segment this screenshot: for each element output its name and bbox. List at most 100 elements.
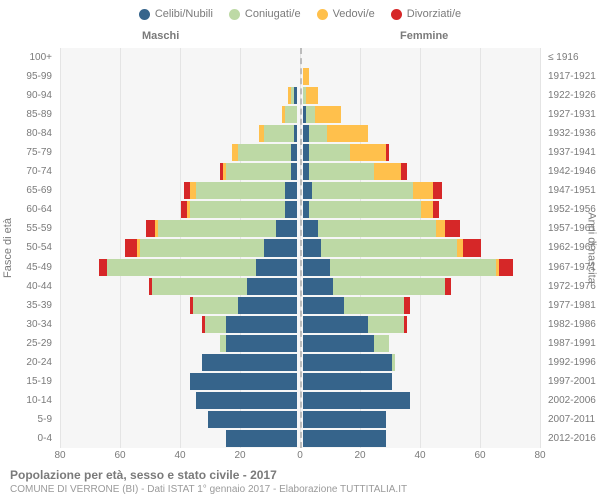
age-band-label: 30-34 — [0, 315, 56, 334]
legend-item: Vedovi/e — [317, 8, 375, 20]
male-bar — [288, 87, 297, 104]
bar-segment-divorziati — [433, 182, 442, 199]
bar-segment-coniugati — [321, 239, 457, 256]
x-tick-label: 60 — [114, 450, 125, 461]
bar-segment-celibi — [190, 373, 297, 390]
bar-segment-celibi — [303, 430, 386, 447]
bar-segment-celibi — [303, 278, 333, 295]
x-axis-labels: 80604020020406080 — [60, 450, 540, 464]
birth-year-label: 1942-1946 — [544, 162, 600, 181]
female-bar — [303, 373, 392, 390]
female-bar — [303, 68, 309, 85]
legend-swatch — [317, 9, 328, 20]
male-bar — [184, 182, 297, 199]
bar-segment-coniugati — [309, 163, 374, 180]
birth-year-label: 2012-2016 — [544, 429, 600, 448]
bar-segment-celibi — [303, 259, 330, 276]
male-bar — [208, 411, 297, 428]
age-band-label: 45-49 — [0, 258, 56, 277]
birth-year-label: 1962-1966 — [544, 238, 600, 257]
x-tick-label: 0 — [297, 450, 303, 461]
bar-segment-coniugati — [205, 316, 226, 333]
x-tick-label: 20 — [234, 450, 245, 461]
chart-title: Popolazione per età, sesso e stato civil… — [10, 468, 277, 482]
bar-segment-vedovi — [315, 106, 342, 123]
bar-segment-celibi — [264, 239, 297, 256]
bar-segment-coniugati — [312, 182, 413, 199]
birth-year-label: 1957-1961 — [544, 219, 600, 238]
bar-segment-coniugati — [306, 106, 315, 123]
age-band-label: 25-29 — [0, 334, 56, 353]
legend-label: Vedovi/e — [333, 8, 375, 20]
bar-segment-coniugati — [190, 201, 285, 218]
age-band-label: 65-69 — [0, 181, 56, 200]
bar-segment-vedovi — [413, 182, 434, 199]
male-bar — [202, 354, 297, 371]
female-bar — [303, 220, 460, 237]
bar-segment-coniugati — [193, 297, 237, 314]
bar-segment-vedovi — [306, 87, 318, 104]
birth-year-label: 1952-1956 — [544, 200, 600, 219]
legend-swatch — [139, 9, 150, 20]
bar-segment-coniugati — [107, 259, 255, 276]
header-female: Femmine — [400, 30, 448, 42]
bar-segment-coniugati — [226, 163, 291, 180]
bar-segment-coniugati — [196, 182, 285, 199]
legend-item: Divorziati/e — [391, 8, 461, 20]
bar-segment-coniugati — [152, 278, 247, 295]
bar-segment-divorziati — [433, 201, 439, 218]
x-tick-label: 80 — [534, 450, 545, 461]
bar-segment-celibi — [226, 316, 297, 333]
bar-segment-coniugati — [368, 316, 404, 333]
x-tick-label: 80 — [54, 450, 65, 461]
age-band-label: 0-4 — [0, 429, 56, 448]
birth-year-labels: ≤ 19161917-19211922-19261927-19311932-19… — [544, 48, 600, 448]
bar-segment-divorziati — [499, 259, 514, 276]
male-bar — [259, 125, 298, 142]
bar-segment-celibi — [294, 87, 297, 104]
birth-year-label: 1997-2001 — [544, 372, 600, 391]
bar-segment-coniugati — [392, 354, 395, 371]
bar-segment-celibi — [291, 144, 297, 161]
bar-segment-celibi — [303, 316, 368, 333]
bar-segment-vedovi — [421, 201, 433, 218]
bar-segment-vedovi — [350, 144, 386, 161]
bar-segment-vedovi — [436, 220, 445, 237]
x-tick-label: 20 — [354, 450, 365, 461]
bar-segment-celibi — [285, 201, 297, 218]
age-band-label: 20-24 — [0, 353, 56, 372]
birth-year-label: 1922-1926 — [544, 86, 600, 105]
female-bar — [303, 278, 451, 295]
bar-segment-celibi — [202, 354, 297, 371]
male-bar — [190, 373, 297, 390]
female-bar — [303, 259, 513, 276]
legend-label: Coniugati/e — [245, 8, 301, 20]
bar-segment-celibi — [303, 392, 410, 409]
male-bar — [181, 201, 297, 218]
bar-segment-divorziati — [404, 316, 407, 333]
bar-segment-coniugati — [374, 335, 389, 352]
age-band-label: 70-74 — [0, 162, 56, 181]
bar-segment-celibi — [226, 430, 297, 447]
center-line — [300, 48, 302, 448]
legend: Celibi/NubiliConiugati/eVedovi/eDivorzia… — [0, 8, 600, 20]
bar-segment-divorziati — [445, 220, 460, 237]
legend-swatch — [229, 9, 240, 20]
age-labels: 100+95-9990-9485-8980-8475-7970-7465-696… — [0, 48, 56, 448]
male-bar — [99, 259, 297, 276]
male-bar — [125, 239, 297, 256]
age-band-label: 35-39 — [0, 296, 56, 315]
bar-segment-coniugati — [330, 259, 496, 276]
male-bar — [226, 430, 297, 447]
bar-segment-celibi — [303, 354, 392, 371]
male-bar — [282, 106, 297, 123]
bar-segment-coniugati — [318, 220, 437, 237]
birth-year-label: 2002-2006 — [544, 391, 600, 410]
age-band-label: 5-9 — [0, 410, 56, 429]
bar-segment-celibi — [276, 220, 297, 237]
age-band-label: 95-99 — [0, 67, 56, 86]
bar-segment-divorziati — [99, 259, 108, 276]
birth-year-label: 1987-1991 — [544, 334, 600, 353]
bar-segment-coniugati — [158, 220, 277, 237]
bar-segment-divorziati — [463, 239, 481, 256]
